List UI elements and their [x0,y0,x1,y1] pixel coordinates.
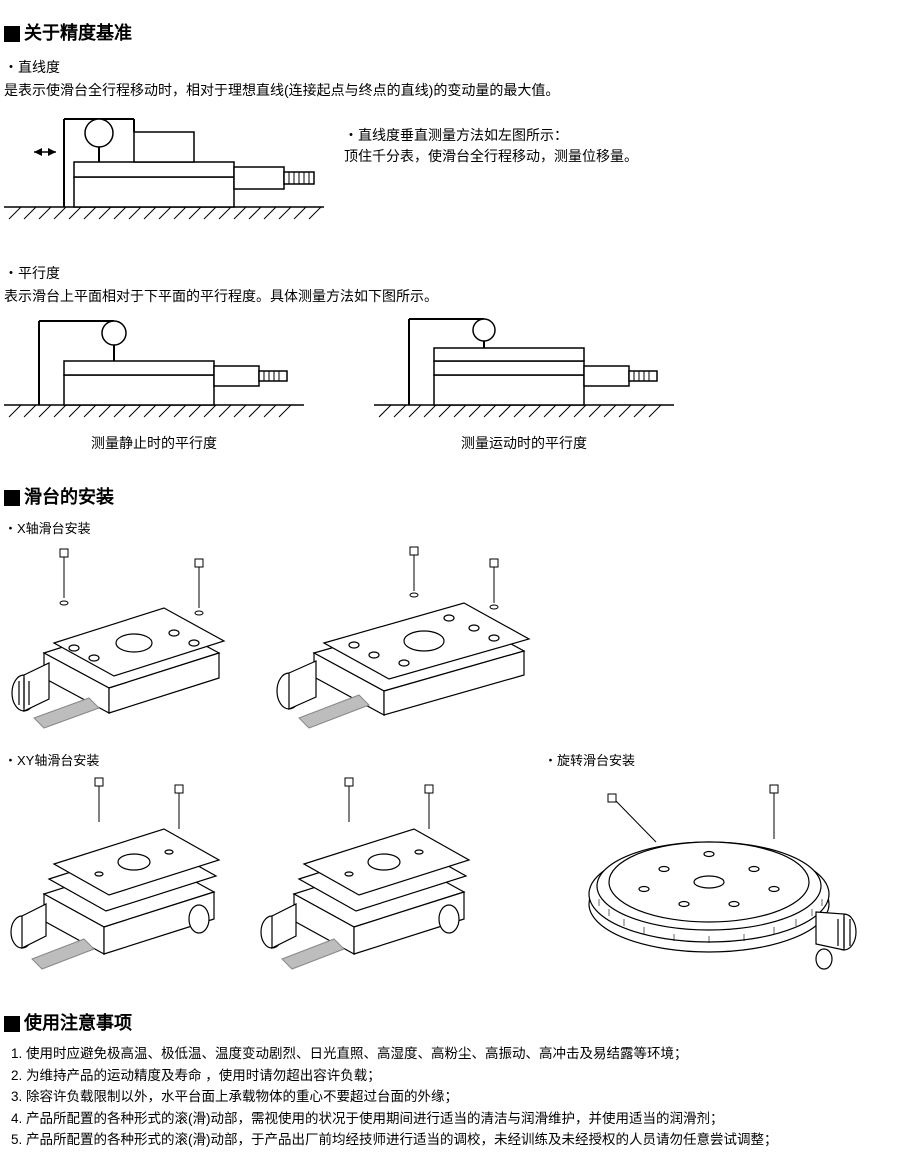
caption-static: 测量静止时的平行度 [4,433,304,454]
square-bullet-icon [4,26,20,42]
note-item: 产品所配置的各种形式的滚(滑)动部，需视使用的状况于使用期间进行适当的清洁与润滑… [26,1108,910,1130]
section-title-precision: 关于精度基准 [24,20,132,47]
x-axis-row [4,543,910,733]
parallelism-moving-diagram [374,313,674,423]
straightness-side-text: ・直线度垂直测量方法如左图所示： 顶住千分表，使滑台全行程移动，测量位移量。 [344,125,638,167]
label-rotary: ・旋转滑台安装 [544,751,874,771]
parallelism-moving-block: 测量运动时的平行度 [374,313,674,454]
label-x-axis: ・X轴滑台安装 [4,519,910,539]
parallelism-label: ・平行度 [4,263,910,284]
section-header-install: 滑台的安装 [4,484,910,511]
straightness-label: ・直线度 [4,57,910,78]
parallelism-static-block: 测量静止时的平行度 [4,313,304,454]
note-item: 为维持产品的运动精度及寿命 ，使用时请勿超出容许负载； [26,1065,910,1087]
straightness-side-1: ・直线度垂直测量方法如左图所示： [344,125,638,146]
section-header-notes: 使用注意事项 [4,1010,910,1037]
straightness-side-2: 顶住千分表，使滑台全行程移动，测量位移量。 [344,146,638,167]
parallelism-desc: 表示滑台上平面相对于下平面的平行程度。具体测量方法如下图所示。 [4,286,910,307]
x-stage-diagram-2 [264,543,534,733]
straightness-diagram [4,107,324,233]
label-xy-axis: ・XY轴滑台安装 [4,751,484,771]
xy-stage-diagram-1 [4,774,224,974]
section-header-precision: 关于精度基准 [4,20,910,47]
x-stage-diagram-1 [4,543,234,733]
rotary-stage-diagram [544,774,874,984]
square-bullet-icon [4,1016,20,1032]
square-bullet-icon [4,490,20,506]
caption-moving: 测量运动时的平行度 [374,433,674,454]
section-title-notes: 使用注意事项 [24,1010,132,1037]
xy-stage-diagram-2 [254,774,474,974]
straightness-desc: 是表示使滑台全行程移动时，相对于理想直线(连接起点与终点的直线)的变动量的最大值… [4,80,910,101]
note-item: 使用时应避免极高温、极低温、温度变动剧烈、日光直照、高湿度、高粉尘、高振动、高冲… [26,1043,910,1065]
note-item: 除容许负载限制以外，水平台面上承载物体的重心不要超过台面的外缘； [26,1086,910,1108]
section-title-install: 滑台的安装 [24,484,114,511]
notes-list: 使用时应避免极高温、极低温、温度变动剧烈、日光直照、高湿度、高粉尘、高振动、高冲… [4,1043,910,1151]
note-item: 产品所配置的各种形式的滚(滑)动部，于产品出厂前均经技师进行适当的调校，未经训练… [26,1129,910,1151]
parallelism-static-diagram [4,313,304,423]
